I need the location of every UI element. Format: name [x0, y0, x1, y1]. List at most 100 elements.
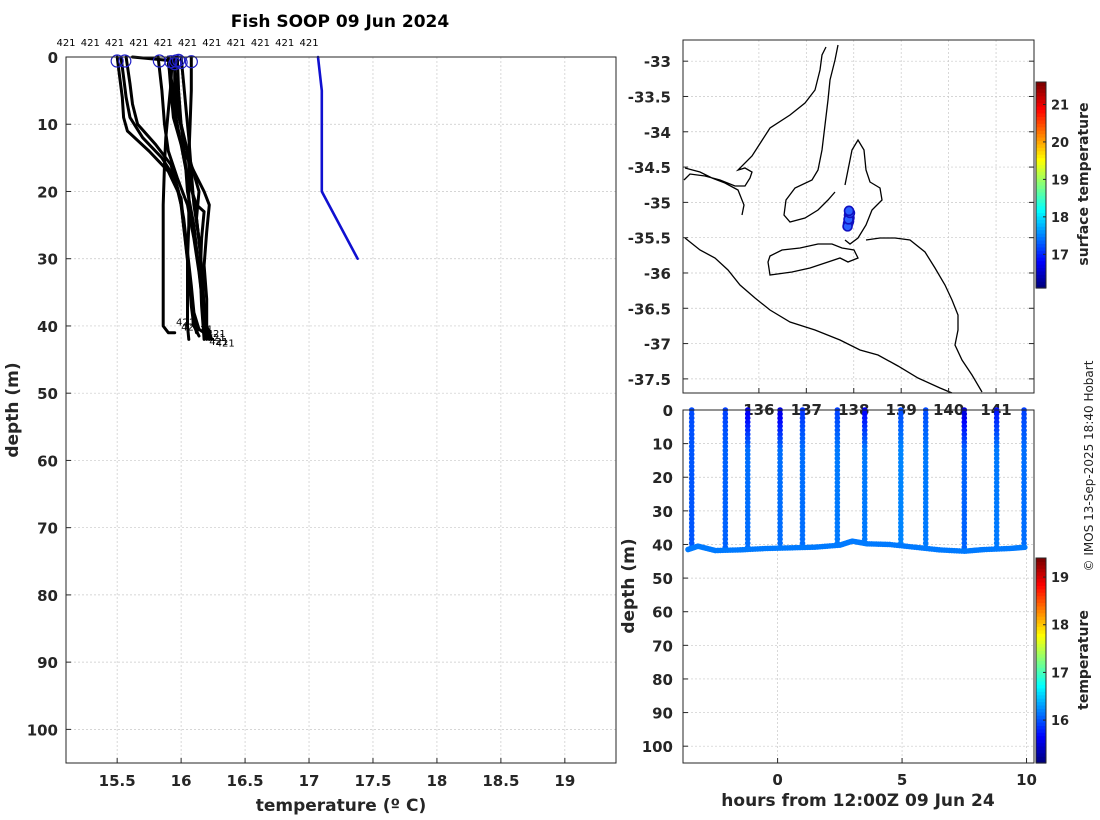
section-cast-point	[961, 443, 968, 450]
profile-surface-marker	[110, 54, 124, 68]
section-cast-point	[799, 455, 806, 462]
profile-surface-markers	[110, 53, 198, 71]
profile-cast-id-label: 421	[81, 38, 100, 49]
section-cast-point	[688, 463, 695, 470]
section-cast-point	[722, 483, 729, 490]
section-cast-point	[799, 536, 806, 542]
section-cast-point	[777, 520, 783, 526]
section-cast-point	[688, 479, 695, 486]
colorbar-segment	[1036, 215, 1046, 220]
coast-fleurieu-east	[844, 138, 883, 245]
colorbar-segment	[1036, 646, 1046, 651]
section-y-tick-label: 60	[652, 604, 673, 622]
section-cast-point	[777, 411, 783, 417]
section-y-tick-label: 50	[652, 570, 673, 588]
section-cast-point	[799, 443, 806, 450]
section-cast-point	[861, 520, 868, 526]
section-cast-point	[1021, 540, 1027, 546]
section-cast-point	[922, 447, 929, 454]
section-cast-point	[834, 516, 841, 522]
section-cast-point	[961, 524, 968, 530]
section-cast-point	[722, 479, 729, 486]
section-cast-point	[1021, 536, 1027, 542]
section-cast-point	[834, 532, 841, 538]
section-cast-point	[993, 491, 1000, 498]
profile-y-tick-label: 40	[37, 318, 58, 336]
colorbar-segment	[1036, 233, 1046, 238]
section-cast-point	[688, 487, 695, 494]
profile-y-tick-label: 50	[37, 385, 58, 403]
section-cast-point	[834, 499, 841, 506]
section-cast-point	[961, 508, 968, 514]
section-cast-point	[922, 475, 929, 482]
section-cast-point	[722, 499, 729, 506]
colorbar-segment	[1036, 102, 1046, 107]
section-cast-point	[993, 520, 1000, 526]
map-y-tick-label: -34	[644, 124, 671, 142]
section-cast-point	[777, 435, 783, 442]
colorbar-segment	[1036, 226, 1046, 231]
section-cast-point	[722, 471, 729, 478]
colorbar-segment	[1036, 684, 1046, 689]
section-cast-point	[961, 423, 968, 429]
section-cast-point	[722, 451, 729, 458]
section-cast-point	[898, 512, 904, 518]
section-bottom-point	[1021, 544, 1028, 551]
section-cast-point	[688, 471, 695, 478]
section-cast-point	[898, 504, 904, 510]
section-cast-point	[834, 463, 841, 470]
section-cast-point	[744, 423, 751, 429]
section-cast-point	[688, 495, 695, 502]
map-ship-positions	[842, 205, 856, 232]
section-cast-point	[861, 532, 868, 538]
section-cast-point	[799, 479, 806, 486]
colorbar-segment	[1036, 588, 1046, 593]
section-cast-point	[799, 483, 806, 490]
colorbar-segment	[1036, 106, 1046, 111]
colorbar-segment	[1036, 243, 1046, 248]
section-cast-point	[993, 459, 1000, 466]
section-cast-point	[993, 475, 1000, 482]
section-cast-point	[799, 504, 806, 510]
colorbar-segment	[1036, 742, 1046, 747]
section-cast-point	[861, 471, 868, 478]
section-cast-point	[744, 419, 751, 425]
section-cast-point	[1021, 495, 1027, 502]
section-cast-point	[898, 483, 904, 490]
section-cast-point	[777, 431, 783, 438]
section-x-tick-label: 5	[897, 771, 907, 789]
profile-y-tick-label: 10	[37, 116, 58, 134]
section-cast-point	[993, 467, 1000, 474]
section-cast-point	[993, 483, 1000, 490]
section-cast-point	[898, 467, 904, 474]
colorbar-segment	[1036, 568, 1046, 573]
section-cast-point	[834, 447, 841, 454]
map-y-tick-label: -37.5	[628, 371, 671, 389]
section-cast-point	[922, 487, 929, 494]
section-y-tick-label: 100	[642, 738, 673, 756]
section-cast-point	[898, 451, 904, 458]
section-cast-point	[744, 455, 751, 462]
section-cast-point	[799, 423, 806, 429]
profile-cast-id-label: 421	[56, 38, 75, 49]
section-cast-point	[922, 411, 929, 417]
profile-x-ticks: 15.5 16 16.5 17 17.5 18 18.5 19	[99, 758, 575, 790]
section-cast-point	[898, 528, 904, 534]
section-cast-point	[688, 536, 695, 542]
colorbar-segment	[1036, 558, 1046, 563]
section-cast-point	[799, 451, 806, 458]
section-cast-point	[1021, 455, 1027, 462]
section-cast-point	[993, 427, 1000, 433]
section-cast-point	[993, 447, 1000, 454]
colorbar-tick-label: 17	[1051, 666, 1069, 681]
section-cast-point	[922, 532, 929, 538]
section-cast-point	[799, 459, 806, 466]
section-cast-point	[922, 459, 929, 466]
section-cast-point	[799, 415, 806, 421]
section-cast-point	[688, 524, 695, 530]
section-cast-point	[993, 411, 1000, 417]
section-cast-point	[744, 512, 751, 518]
section-cast-point	[961, 528, 968, 534]
profile-surface-marker	[184, 55, 198, 69]
section-cast-point	[799, 463, 806, 470]
